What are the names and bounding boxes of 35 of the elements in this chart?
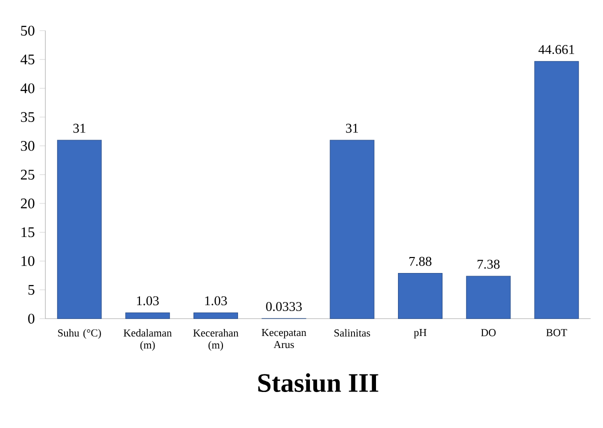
x-tick-label: Kecepatan Arus xyxy=(262,329,306,348)
data-label: 7.88 xyxy=(409,256,432,266)
y-tick-label: 30 xyxy=(20,140,34,151)
y-tick-label: 40 xyxy=(20,83,34,94)
bar xyxy=(330,140,374,319)
x-tick-label: Kecerahan (m) xyxy=(193,329,238,351)
y-tick-label: 50 xyxy=(21,26,34,36)
bar xyxy=(193,312,238,319)
x-tick-label: Kedalaman (m) xyxy=(124,329,172,351)
bar xyxy=(534,61,579,319)
y-tick-label: 5 xyxy=(28,284,34,295)
data-label: 1.03 xyxy=(137,296,159,306)
y-tick-label: 0 xyxy=(28,314,34,324)
data-label: 31 xyxy=(73,124,86,133)
bar xyxy=(466,276,511,319)
x-tick-label: Suhu (°C) xyxy=(58,329,101,339)
data-label: 44.661 xyxy=(538,45,574,54)
x-tick-label: pH xyxy=(414,329,426,338)
text: Stasiun III xyxy=(258,373,378,392)
y-tick-label: 25 xyxy=(20,170,34,180)
data-label: 7.38 xyxy=(478,260,500,269)
y-tick-label: 15 xyxy=(22,227,34,238)
data-label: 31 xyxy=(346,124,358,133)
bar xyxy=(398,272,443,319)
bar xyxy=(57,140,102,319)
x-tick-label: Salinitas xyxy=(334,329,370,337)
y-tick-label: 45 xyxy=(20,54,34,64)
x-tick-label: DO xyxy=(481,329,496,336)
x-tick-label: BOT xyxy=(546,329,568,336)
y-tick-label: 10 xyxy=(22,256,34,266)
y-tick-label: 20 xyxy=(20,198,34,208)
bar xyxy=(125,312,170,319)
y-tick-label: 35 xyxy=(20,112,34,122)
data-label: 1.03 xyxy=(205,296,227,306)
data-label: 0.0333 xyxy=(266,302,302,312)
